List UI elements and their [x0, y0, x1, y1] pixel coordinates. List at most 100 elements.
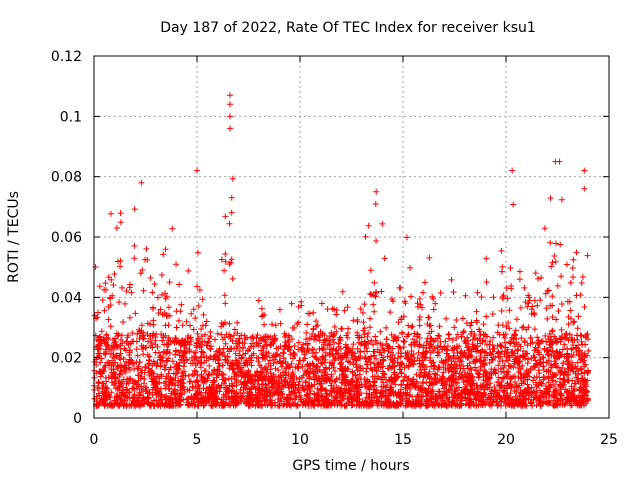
data-point — [512, 378, 519, 385]
data-point — [142, 363, 149, 370]
data-point — [169, 225, 176, 232]
data-point — [214, 330, 221, 337]
data-point — [522, 299, 529, 306]
data-point — [565, 321, 572, 328]
x-tick-label: 15 — [394, 432, 412, 448]
data-point — [405, 322, 412, 329]
data-point — [444, 350, 451, 357]
data-point — [241, 379, 248, 386]
data-point — [192, 349, 199, 356]
data-point — [135, 326, 142, 333]
data-point — [532, 270, 539, 277]
data-point — [204, 339, 211, 346]
data-point — [228, 256, 235, 263]
data-point — [118, 363, 125, 370]
data-point — [402, 300, 409, 307]
data-point — [295, 303, 302, 310]
data-point — [476, 326, 483, 333]
data-point — [398, 329, 405, 336]
data-point — [332, 355, 339, 362]
data-point — [107, 350, 114, 357]
data-point — [459, 315, 466, 322]
data-point — [143, 384, 150, 391]
data-point — [578, 338, 585, 345]
data-point — [514, 347, 521, 354]
data-point — [557, 241, 564, 248]
data-point — [373, 238, 380, 245]
data-point — [354, 345, 361, 352]
data-point — [108, 276, 115, 283]
data-point — [518, 335, 525, 342]
data-point — [451, 324, 458, 331]
data-point — [131, 206, 138, 213]
data-point — [407, 264, 414, 271]
data-point — [581, 303, 588, 310]
data-point — [151, 280, 158, 287]
data-point — [134, 352, 141, 359]
data-point — [140, 287, 147, 294]
data-point — [366, 324, 373, 331]
data-point — [454, 331, 461, 338]
data-point — [113, 224, 120, 231]
data-point — [427, 322, 434, 329]
data-point — [524, 303, 531, 310]
data-point — [134, 330, 141, 337]
data-point — [544, 315, 551, 322]
data-point — [136, 392, 143, 399]
data-point — [473, 308, 480, 315]
data-point — [497, 342, 504, 349]
data-point — [360, 319, 367, 326]
data-point — [272, 365, 279, 372]
data-point — [500, 364, 507, 371]
data-point — [507, 265, 514, 272]
data-point — [288, 360, 295, 367]
data-point — [291, 342, 298, 349]
data-point — [513, 316, 520, 323]
data-point — [378, 288, 385, 295]
data-point — [190, 326, 197, 333]
data-point — [569, 265, 576, 272]
data-point — [490, 334, 497, 341]
data-point — [573, 292, 580, 299]
data-point — [344, 304, 351, 311]
data-point — [365, 222, 372, 229]
data-point — [496, 358, 503, 365]
data-point — [385, 348, 392, 355]
data-point — [367, 267, 374, 274]
data-point — [353, 364, 360, 371]
data-point — [462, 292, 469, 299]
data-point — [426, 368, 433, 375]
data-point — [295, 319, 302, 326]
data-point — [480, 321, 487, 328]
data-point — [211, 336, 218, 343]
data-point — [107, 323, 114, 330]
data-point — [226, 101, 233, 108]
data-point — [160, 251, 167, 258]
data-point — [228, 209, 235, 216]
data-point — [279, 349, 286, 356]
data-point — [381, 255, 388, 262]
data-point — [558, 196, 565, 203]
data-point — [498, 307, 505, 314]
data-point — [153, 331, 160, 338]
data-point — [545, 287, 552, 294]
data-point — [567, 279, 574, 286]
data-point — [236, 348, 243, 355]
data-point — [398, 361, 405, 368]
data-point — [166, 279, 173, 286]
data-point — [489, 310, 496, 317]
data-point — [505, 357, 512, 364]
data-point — [448, 276, 455, 283]
data-point — [339, 401, 346, 408]
data-point — [446, 331, 453, 338]
data-point — [192, 315, 199, 322]
data-point — [483, 313, 490, 320]
data-point — [138, 179, 145, 186]
data-point — [453, 316, 460, 323]
data-point — [278, 398, 285, 405]
data-point — [534, 334, 541, 341]
data-point — [403, 355, 410, 362]
data-point — [336, 375, 343, 382]
chart-title: Day 187 of 2022, Rate Of TEC Index for r… — [160, 20, 536, 36]
data-point — [183, 318, 190, 325]
